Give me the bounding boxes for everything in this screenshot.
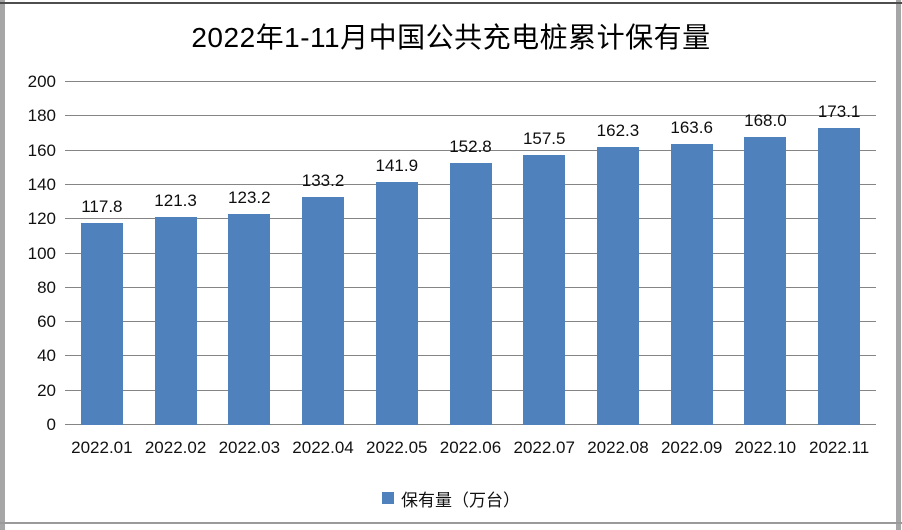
y-axis-tick-label: 140 [27,174,56,194]
bar-2022.02 [154,216,197,425]
x-axis-tick-label: 2022.08 [587,438,649,457]
bar-value-label: 121.3 [154,190,197,210]
bar-2022.04 [302,196,345,425]
y-axis: 0 20 40 60 80 100 120 140 160 180 200 [0,72,56,434]
bar-value-label: 168.0 [744,110,787,130]
x-axis-tick-label: 2022.02 [144,438,207,457]
x-axis-tick-label: 2022.01 [71,438,133,457]
bar-value-label: 117.8 [81,196,123,216]
x-axis-tick-label: 2022.05 [366,438,428,457]
y-axis-tick-label: 100 [27,243,56,263]
bar-value-label: 157.5 [522,128,566,148]
bar-2022.08 [596,146,639,425]
legend-marker-icon [382,492,394,504]
y-axis-tick-label: 160 [27,140,56,160]
y-axis-tick-label: 0 [46,415,56,434]
x-axis-tick-label: 2022.07 [513,438,575,457]
y-axis-tick-label: 40 [37,346,56,366]
x-axis: 2022.01 2022.02 2022.03 2022.04 2022.05 2022.… [65,436,876,460]
bottom-border-line [0,522,902,524]
bar-value-label: 123.2 [228,187,271,207]
x-axis-tick-label: 2022.03 [218,438,281,457]
bar-2022.06 [449,162,492,425]
x-axis-tick-label: 2022.06 [439,438,502,457]
bar-value-label: 162.3 [596,120,640,140]
chart-title: 2022年1-11月中国公共充电桩累计保有量 [191,22,711,53]
bar-value-label: 173.1 [817,102,861,122]
y-axis-tick-label: 80 [37,277,56,297]
bar-value-label: 163.6 [670,118,713,138]
gridline [65,115,876,117]
bar-2022.10 [744,136,787,425]
bar-2022.05 [375,181,418,425]
legend: 保有量（万台） [0,486,902,510]
y-axis-tick-label: 60 [37,312,56,332]
bar-2022.09 [670,144,713,425]
x-axis-tick-label: 2022.10 [734,438,797,457]
bar-value-label: 141.9 [375,155,419,175]
top-border-line [0,2,902,4]
bar-2022.07 [523,154,566,425]
right-edge-strip [896,0,901,530]
x-axis-tick-label: 2022.09 [660,438,723,457]
gridline [65,149,876,151]
bar-value-label: 133.2 [301,170,345,190]
plot-area: 117.8 121.3 123.2 133.2 141.9 152.8 157.5 162.3… [65,81,876,425]
bar-2022.03 [228,213,271,425]
y-axis-tick-label: 120 [27,209,56,229]
bar-2022.01 [80,222,123,425]
y-axis-tick-label: 20 [37,380,56,400]
y-axis-tick-label: 200 [27,72,56,91]
gridline [65,81,876,82]
x-axis-tick-label: 2022.04 [292,438,354,457]
y-axis-tick-label: 180 [27,106,56,126]
legend-label: 保有量（万台） [401,490,520,510]
bar-value-label: 152.8 [449,136,492,156]
bar-2022.11 [818,128,861,425]
left-edge-strip [0,0,5,530]
x-axis-tick-label: 2022.11 [809,438,870,457]
